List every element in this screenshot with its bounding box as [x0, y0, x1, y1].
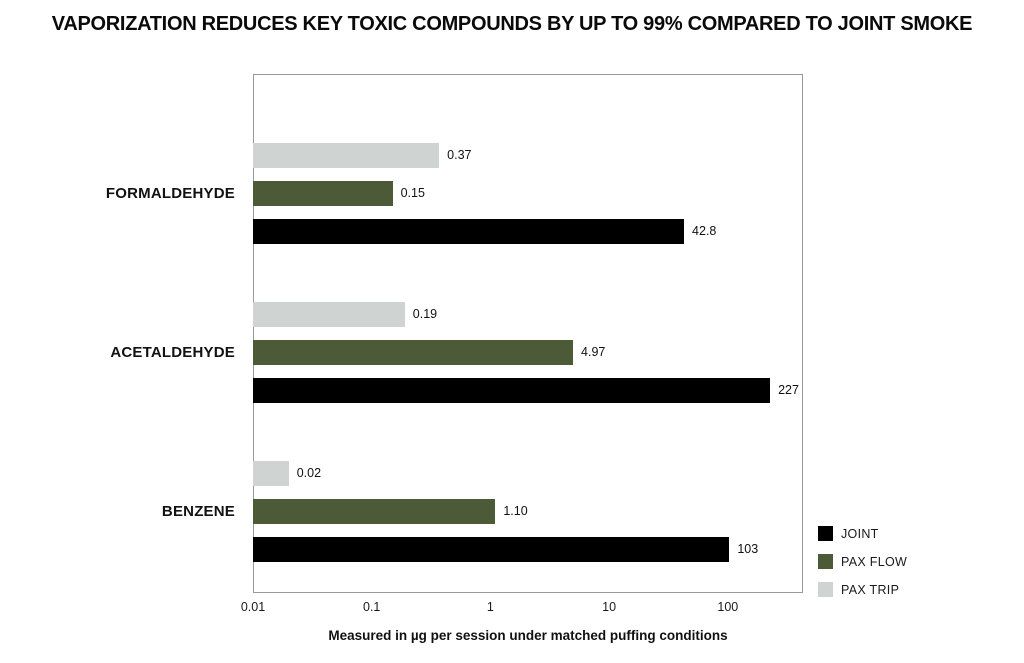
- bar-joint: [253, 377, 771, 403]
- bar-value-label: 0.19: [412, 306, 438, 321]
- legend-label: JOINT: [841, 526, 879, 541]
- x-axis-title: Measured in µg per session under matched…: [328, 628, 728, 643]
- bar-pax-trip: [253, 142, 440, 168]
- category-label: BENZENE: [161, 502, 235, 520]
- x-tick-label: 10: [602, 600, 617, 614]
- bar-pax-flow: [253, 498, 496, 524]
- x-tick-label: 100: [717, 600, 739, 614]
- bar-value-label: 0.15: [400, 185, 425, 200]
- bar-value-label: 227: [778, 382, 799, 397]
- legend: JOINT PAX FLOW PAX TRIP: [818, 526, 907, 610]
- bar-pax-trip: [253, 460, 289, 486]
- legend-item-pax-flow: PAX FLOW: [818, 554, 907, 569]
- bar-value-label: 42.8: [692, 223, 717, 238]
- bar-joint: [253, 536, 730, 562]
- legend-swatch: [818, 526, 833, 541]
- bar-pax-flow: [253, 180, 393, 206]
- category-label: ACETALDEHYDE: [110, 343, 235, 361]
- bar-pax-trip: [253, 301, 405, 327]
- bar-value-label: 0.02: [296, 465, 322, 480]
- legend-item-pax-trip: PAX TRIP: [818, 582, 907, 597]
- legend-item-joint: JOINT: [818, 526, 907, 541]
- legend-swatch: [818, 582, 833, 597]
- bar-value-label: 103: [737, 541, 759, 556]
- bar-pax-flow: [253, 339, 574, 365]
- legend-label: PAX TRIP: [841, 582, 900, 597]
- chart-title: VAPORIZATION REDUCES KEY TOXIC COMPOUNDS…: [51, 13, 973, 35]
- category-label: FORMALDEHYDE: [105, 184, 235, 202]
- bar-value-label: 1.10: [503, 503, 528, 518]
- bar-joint: [253, 218, 685, 244]
- legend-label: PAX FLOW: [841, 554, 908, 569]
- legend-swatch: [818, 554, 833, 569]
- x-tick-label: 1: [486, 600, 494, 614]
- x-tick-label: 0.01: [240, 600, 266, 614]
- x-tick-label: 0.1: [362, 600, 381, 614]
- bar-value-label: 4.97: [581, 344, 606, 359]
- bar-value-label: 0.37: [447, 147, 472, 162]
